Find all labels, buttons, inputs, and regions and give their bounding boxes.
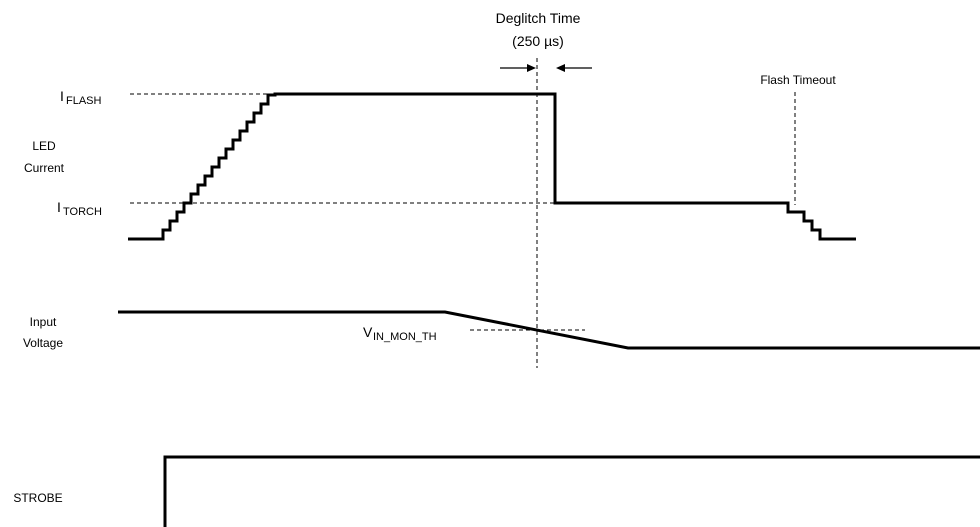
led-current-label-line2: Current <box>24 161 65 175</box>
svg-text:I: I <box>57 199 61 215</box>
input-voltage-label-line2: Voltage <box>23 336 63 350</box>
svg-text:V: V <box>363 324 373 340</box>
flash-timeout-label: Flash Timeout <box>760 73 836 87</box>
input-voltage-waveform <box>118 310 980 350</box>
iflash-label: I FLASH <box>60 88 102 107</box>
svg-text:I: I <box>60 88 64 104</box>
strobe-waveform <box>163 455 980 527</box>
led-current-waveform <box>128 92 856 241</box>
deglitch-title: Deglitch Time <box>496 10 581 26</box>
deglitch-arrows <box>500 64 592 72</box>
svg-text:FLASH: FLASH <box>66 95 102 107</box>
deglitch-value: (250 µs) <box>512 33 564 49</box>
input-voltage-label-line1: Input <box>30 315 57 329</box>
svg-text:IN_MON_TH: IN_MON_TH <box>373 331 437 343</box>
strobe-label: STROBE <box>13 491 62 505</box>
vin-mon-th-label: V IN_MON_TH <box>363 324 437 343</box>
led-current-label-line1: LED <box>32 139 56 153</box>
svg-text:TORCH: TORCH <box>63 206 102 218</box>
itorch-label: I TORCH <box>57 199 102 218</box>
